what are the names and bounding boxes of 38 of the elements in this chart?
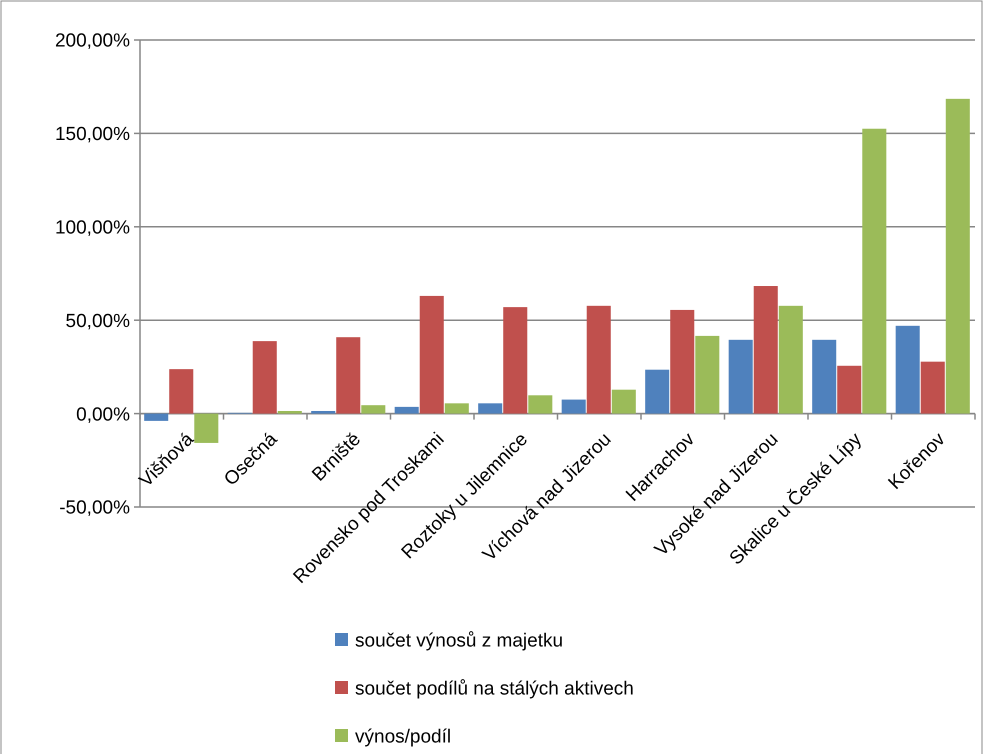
bar [645, 370, 670, 414]
bar [695, 336, 720, 414]
bar [896, 326, 920, 414]
bar [252, 341, 277, 414]
bar [420, 296, 444, 414]
bar [670, 310, 694, 414]
y-tick-label: -50,00% [59, 498, 130, 519]
bar [812, 340, 836, 414]
bar [478, 403, 502, 414]
y-tick-label: 50,00% [66, 310, 130, 332]
bar [920, 362, 945, 414]
bar [278, 410, 302, 414]
bar [144, 414, 168, 421]
y-tick-label: 0,00% [76, 404, 130, 426]
bar [311, 410, 336, 414]
bar [946, 98, 970, 414]
bar [862, 128, 886, 414]
legend-label: výnos/podíl [355, 726, 452, 748]
bar [728, 340, 753, 414]
bar [754, 286, 778, 414]
bar [394, 406, 419, 414]
bar [194, 414, 218, 443]
y-tick-label: 200,00% [54, 30, 130, 52]
bar [169, 369, 194, 414]
bar [528, 395, 552, 414]
y-tick-label: 100,00% [54, 217, 130, 238]
bar [612, 390, 636, 414]
bar [361, 405, 386, 414]
bar [778, 306, 803, 414]
legend-label: součet výnosů z majetku [355, 630, 564, 652]
legend-label: součet podílů na stálých aktivech [355, 678, 634, 700]
bar [562, 400, 586, 414]
bar [586, 306, 611, 414]
bar [336, 337, 360, 414]
bar [503, 307, 528, 414]
bar [444, 403, 469, 414]
bar [837, 366, 862, 414]
y-tick-label: 150,00% [54, 124, 130, 146]
